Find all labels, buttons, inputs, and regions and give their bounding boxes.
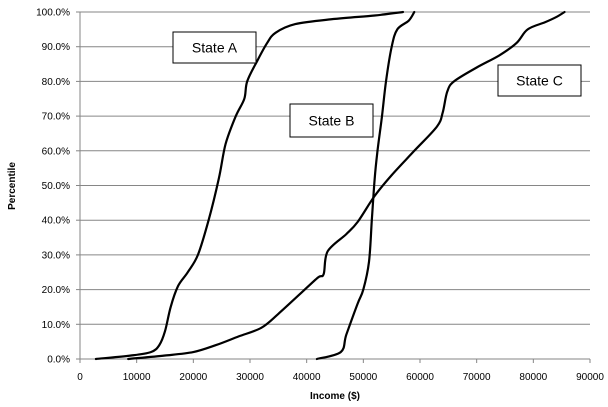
y-tick-label: 20.0% bbox=[42, 285, 70, 296]
series-line-state-c bbox=[127, 10, 566, 361]
y-tick-label: 100.0% bbox=[36, 8, 70, 19]
series-annotations: State A State B State C bbox=[172, 31, 582, 138]
annotation-state-a-box bbox=[172, 31, 257, 64]
annotation-state-c-box bbox=[497, 64, 582, 97]
annotation-state-b-text: State B bbox=[309, 113, 355, 129]
x-tick-label: 70000 bbox=[463, 372, 491, 383]
y-tick-labels: 0.0% 10.0% 20.0% 30.0% 40.0% 50.0% 60.0% 70.0% 8… bbox=[36, 8, 80, 366]
y-tick-label: 30.0% bbox=[42, 250, 70, 261]
y-tick-label: 70.0% bbox=[42, 112, 70, 123]
annotation-state-c-text: State C bbox=[516, 73, 563, 89]
y-tick-label: 80.0% bbox=[42, 77, 70, 88]
annotation-state-a-text: State A bbox=[192, 40, 238, 56]
x-tick-labels: 0 10000 20000 30000 40000 50000 60000 70000 8000… bbox=[77, 359, 604, 383]
series-line-state-b bbox=[315, 10, 416, 361]
x-tick-label: 50000 bbox=[349, 372, 377, 383]
x-tick-label: 10000 bbox=[123, 372, 151, 383]
y-axis-title: Percentile bbox=[7, 162, 18, 210]
y-tick-label: 90.0% bbox=[42, 42, 70, 53]
y-tick-label: 40.0% bbox=[42, 216, 70, 227]
x-axis-title: Income ($) bbox=[310, 391, 360, 402]
annotation-state-c: State C bbox=[497, 64, 582, 97]
x-tick-label: 40000 bbox=[293, 372, 321, 383]
annotation-state-b-box bbox=[289, 103, 374, 138]
series-lines bbox=[94, 10, 566, 361]
x-tick-label: 60000 bbox=[406, 372, 434, 383]
x-tick-label: 20000 bbox=[179, 372, 207, 383]
y-tick-label: 60.0% bbox=[42, 146, 70, 157]
annotation-state-a: State A bbox=[172, 31, 257, 64]
series-line-state-a bbox=[94, 10, 405, 361]
gridlines bbox=[80, 11, 590, 325]
annotation-state-b: State B bbox=[289, 103, 374, 138]
x-tick-label: 30000 bbox=[236, 372, 264, 383]
x-tick-label: 80000 bbox=[519, 372, 547, 383]
y-tick-label: 10.0% bbox=[42, 320, 70, 331]
x-tick-label: 0 bbox=[77, 372, 83, 383]
x-tick-label: 90000 bbox=[576, 372, 604, 383]
y-tick-label: 0.0% bbox=[47, 355, 70, 366]
y-tick-label: 50.0% bbox=[42, 181, 70, 192]
